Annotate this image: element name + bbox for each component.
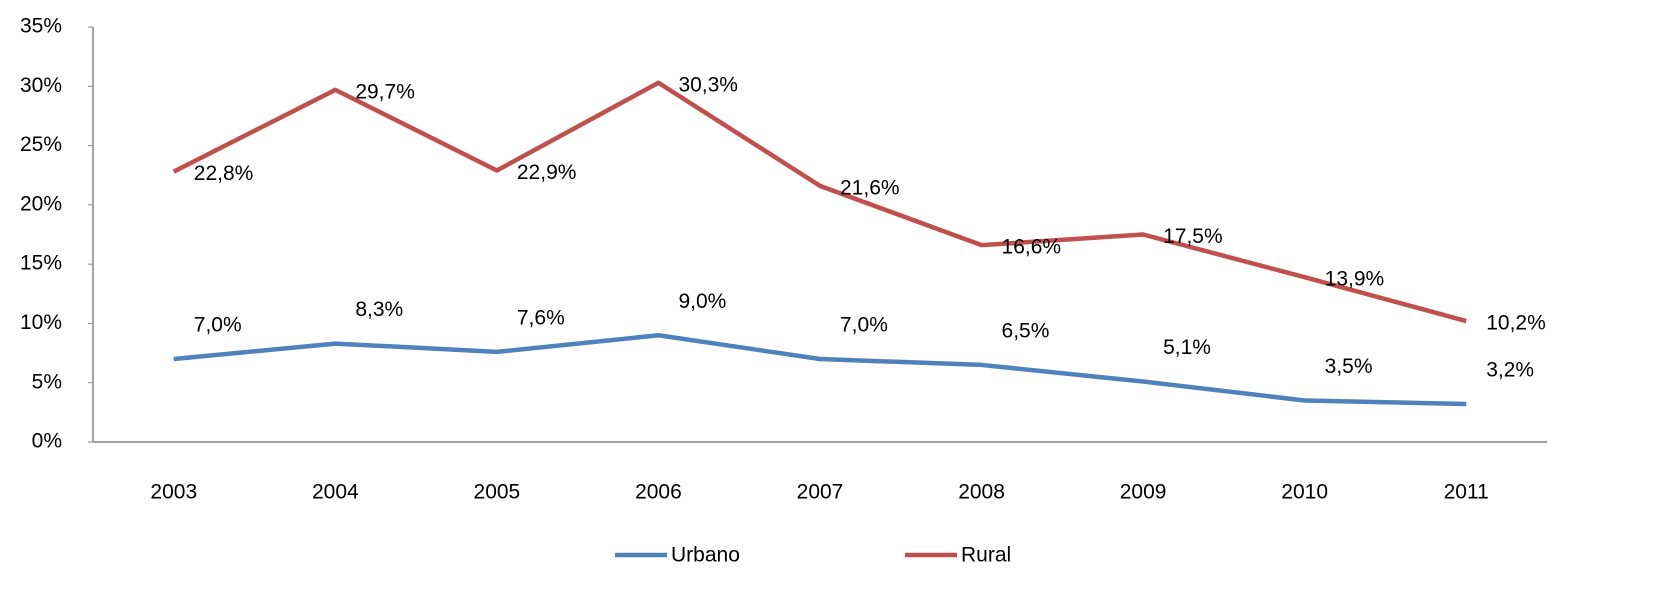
- data-label: 3,2%: [1486, 359, 1534, 382]
- x-tick-label: 2006: [635, 481, 682, 504]
- data-label: 30,3%: [678, 73, 738, 96]
- data-label: 8,3%: [355, 298, 403, 321]
- x-tick-label: 2003: [150, 481, 197, 504]
- x-tick-label: 2007: [797, 481, 844, 504]
- data-label: 3,5%: [1325, 355, 1373, 378]
- y-tick-label: 5%: [32, 370, 62, 393]
- x-tick-label: 2004: [312, 481, 359, 504]
- series-line: [173, 333, 1467, 407]
- x-tick-label: 2010: [1281, 481, 1328, 504]
- data-label: 17,5%: [1163, 225, 1223, 248]
- data-label: 13,9%: [1325, 268, 1385, 291]
- data-label: 7,6%: [517, 306, 565, 329]
- x-tick-label: 2005: [474, 481, 521, 504]
- data-label: 6,5%: [1002, 319, 1050, 342]
- y-tick-label: 15%: [20, 252, 62, 275]
- data-label: 5,1%: [1163, 336, 1211, 359]
- data-label: 7,0%: [194, 314, 242, 337]
- legend-label: Rural: [961, 544, 1011, 567]
- data-label: 10,2%: [1486, 312, 1546, 335]
- data-label: 22,9%: [517, 161, 577, 184]
- y-tick-label: 0%: [32, 430, 62, 453]
- y-tick-label: 20%: [20, 192, 62, 215]
- y-tick-label: 10%: [20, 311, 62, 334]
- x-tick-label: 2009: [1120, 481, 1167, 504]
- data-label: 16,6%: [1002, 236, 1062, 259]
- data-label: 22,8%: [194, 162, 254, 185]
- data-label: 7,0%: [840, 314, 888, 337]
- series-line: [172, 80, 1467, 324]
- data-label: 21,6%: [840, 176, 900, 199]
- y-tick-label: 25%: [20, 133, 62, 156]
- x-tick-label: 2011: [1444, 481, 1489, 504]
- data-label: 29,7%: [355, 80, 415, 103]
- y-tick-label: 35%: [20, 15, 62, 38]
- data-label: 9,0%: [678, 290, 726, 313]
- x-tick-label: 2008: [958, 481, 1005, 504]
- legend-label: Urbano: [671, 544, 740, 567]
- y-tick-label: 30%: [20, 74, 62, 97]
